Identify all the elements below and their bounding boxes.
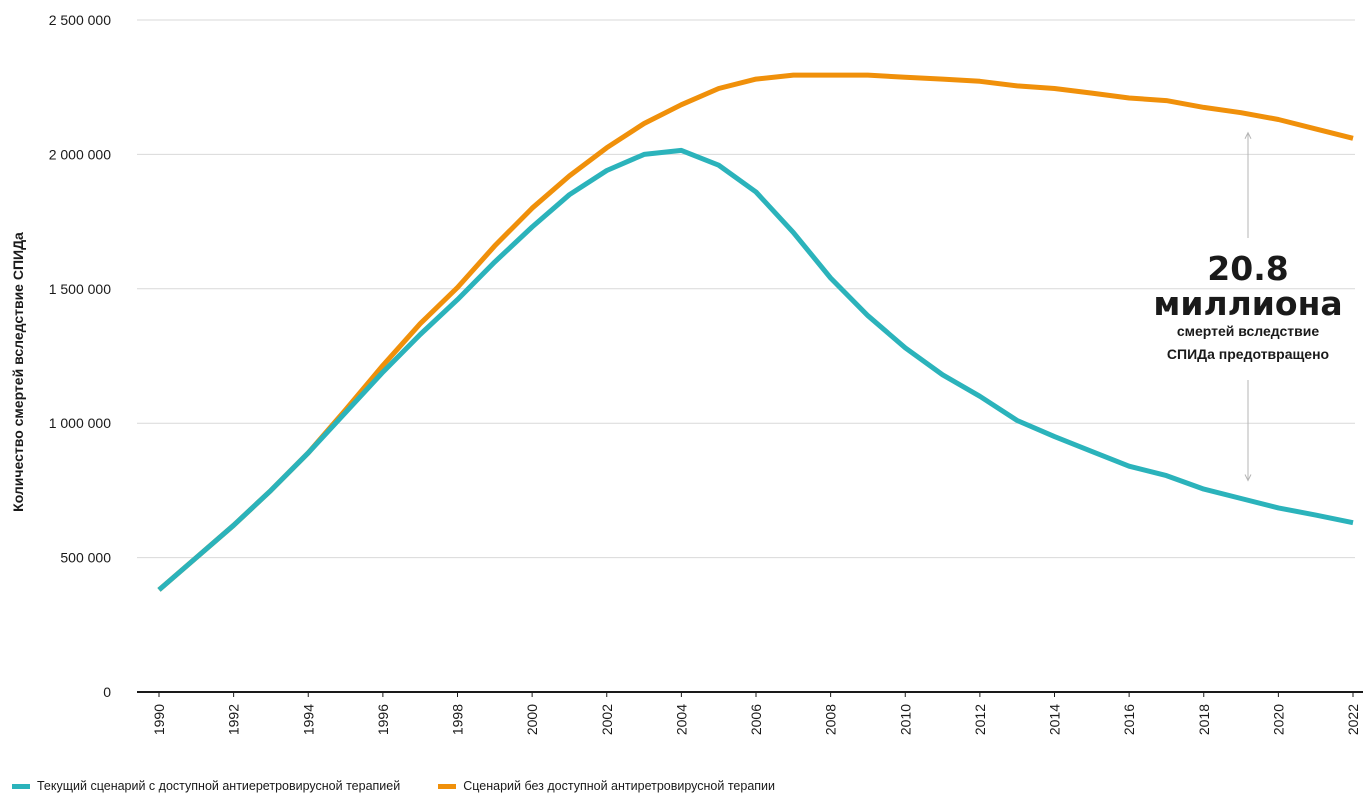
annotation-arrows — [1244, 131, 1252, 482]
annotation-value: 20.8 — [1207, 249, 1288, 288]
x-tick-label-2018: 2018 — [1196, 704, 1212, 735]
x-tick-label-2014: 2014 — [1047, 704, 1063, 735]
y-tick-label-500000: 500 000 — [60, 550, 111, 566]
axes: 0 500 000 1 000 000 1 500 000 2 000 000 2 500… — [49, 12, 1363, 735]
x-tick-label-2012: 2012 — [972, 704, 988, 735]
legend-swatch-current — [12, 783, 30, 789]
x-tick-label-2002: 2002 — [599, 704, 615, 735]
series-line-0 — [157, 147, 1354, 592]
annotation-arrow-up-head — [1244, 131, 1252, 139]
annotation-line1: смертей вследствие — [1177, 323, 1320, 339]
y-tick-label-1500000: 1 500 000 — [49, 281, 111, 297]
x-tick-label-2008: 2008 — [823, 704, 839, 735]
x-tick-label-2006: 2006 — [748, 704, 764, 735]
x-tick-label-1992: 1992 — [226, 704, 242, 735]
x-tick-label-1990: 1990 — [151, 704, 167, 735]
y-tick-label-2500000: 2 500 000 — [49, 12, 111, 28]
legend: Текущий сценарий с доступной антиеретров… — [12, 779, 813, 793]
x-tick-label-2010: 2010 — [897, 704, 913, 735]
annotation-arrow-down-head — [1244, 474, 1252, 482]
y-tick-label-2000000: 2 000 000 — [49, 146, 111, 162]
legend-item-no-art: Сценарий без доступной антиретровирусной… — [438, 779, 775, 793]
legend-label-current: Текущий сценарий с доступной антиеретров… — [37, 779, 401, 793]
y-tick-label-1000000: 1 000 000 — [49, 415, 111, 431]
x-tick-label-1994: 1994 — [300, 704, 316, 735]
legend-item-current: Текущий сценарий с доступной антиеретров… — [12, 779, 400, 793]
series-layer — [157, 72, 1354, 592]
x-tick-label-2016: 2016 — [1121, 704, 1137, 735]
line-chart: 0 500 000 1 000 000 1 500 000 2 000 000 2 500… — [10, 12, 1363, 735]
legend-swatch-no-art — [438, 783, 457, 789]
series-line-1 — [157, 72, 1354, 592]
x-tick-label-1996: 1996 — [375, 704, 391, 735]
x-tick-label-2004: 2004 — [673, 704, 689, 735]
y-axis-label: Количество смертей вследствие СПИДа — [10, 232, 26, 512]
x-tick-label-2000: 2000 — [524, 704, 540, 735]
annotation: 20.8 миллиона смертей вследствие СПИДа п… — [1153, 131, 1343, 482]
x-tick-label-1998: 1998 — [450, 704, 466, 735]
y-tick-label-0: 0 — [103, 684, 111, 700]
x-tick-label-2020: 2020 — [1270, 704, 1286, 735]
x-tick-label-2022: 2022 — [1345, 704, 1361, 735]
legend-label-no-art: Сценарий без доступной антиретровирусной… — [463, 779, 776, 793]
grid — [137, 19, 1355, 559]
annotation-unit: миллиона — [1153, 284, 1342, 323]
annotation-line2: СПИДа предотвращено — [1167, 346, 1329, 362]
